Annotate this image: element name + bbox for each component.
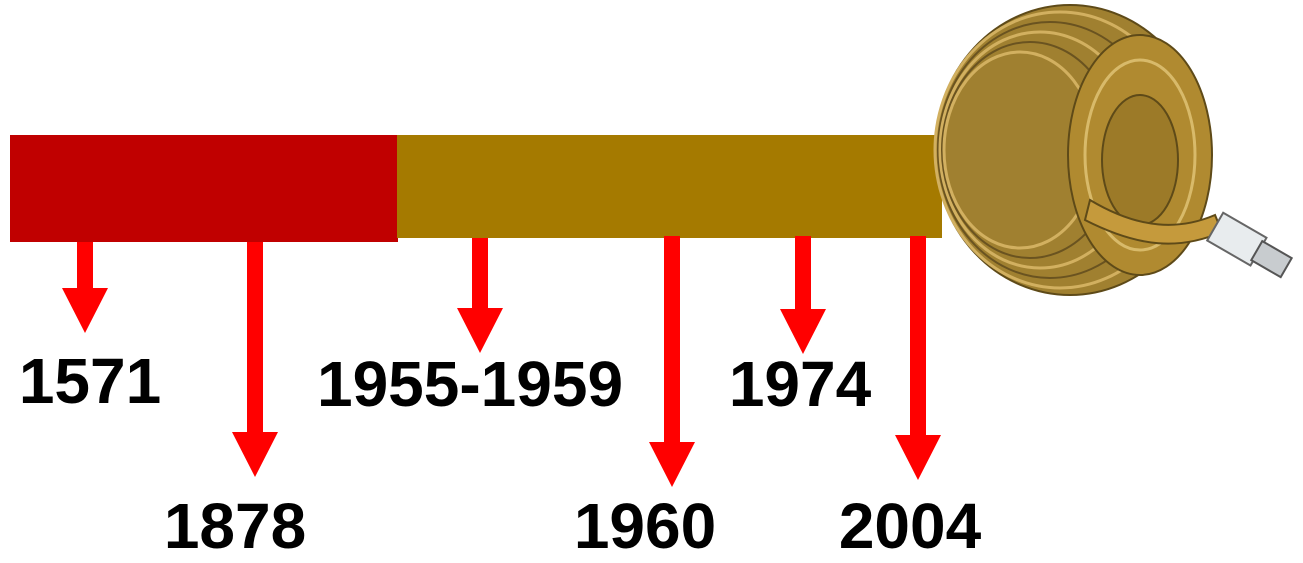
- year-label: 1955-1959: [317, 348, 623, 420]
- year-label: 1571: [19, 345, 161, 417]
- timeline: 1571 18781955-1959 19601974 2004: [0, 0, 1303, 563]
- arrow: [232, 242, 278, 477]
- year-label: 1960: [574, 490, 716, 562]
- arrow: [62, 242, 108, 333]
- arrow: [649, 236, 695, 487]
- year-label: 2004: [839, 490, 982, 562]
- early-segment: [10, 135, 398, 242]
- modern-segment: [397, 135, 942, 238]
- year-label: 1974: [729, 348, 872, 420]
- cable-coil: [935, 5, 1294, 295]
- year-label: 1878: [164, 490, 306, 562]
- arrow: [457, 238, 503, 353]
- page: 157118781955-1959196019742004 (() => { c…: [0, 0, 1303, 563]
- arrow: [895, 236, 941, 480]
- arrow: [780, 236, 826, 354]
